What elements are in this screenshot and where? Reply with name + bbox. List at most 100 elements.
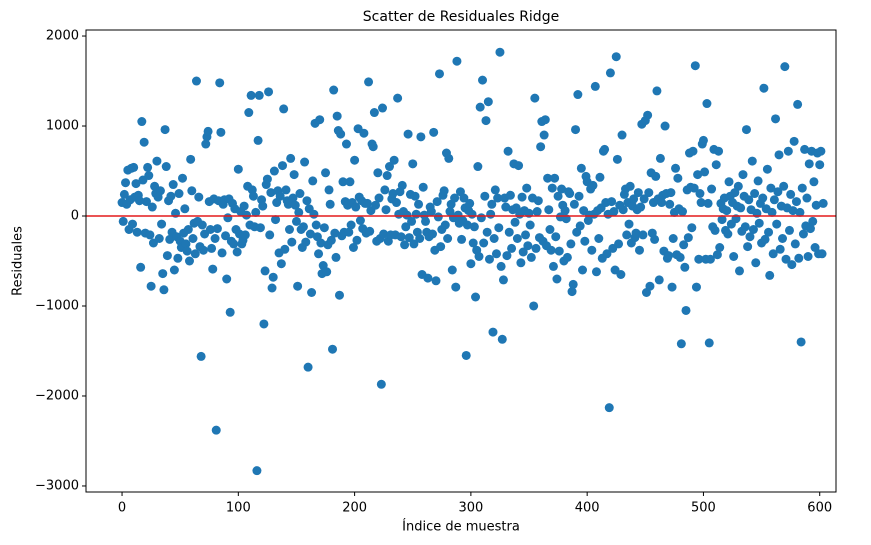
point xyxy=(373,168,383,178)
point xyxy=(305,229,315,239)
point xyxy=(160,125,170,135)
point xyxy=(137,117,147,127)
point xyxy=(533,196,543,206)
point xyxy=(267,283,277,293)
y-tick-label: −2000 xyxy=(35,388,79,403)
point xyxy=(698,135,708,145)
point xyxy=(805,224,815,234)
point xyxy=(587,245,597,255)
point xyxy=(491,249,501,259)
point xyxy=(484,254,494,264)
point xyxy=(622,230,632,240)
point xyxy=(480,191,490,201)
point xyxy=(618,205,628,215)
point xyxy=(280,244,290,254)
point xyxy=(550,173,560,183)
point xyxy=(526,252,536,262)
point xyxy=(562,252,572,262)
point xyxy=(332,111,342,121)
point xyxy=(203,126,213,136)
point xyxy=(381,205,391,215)
point xyxy=(604,403,614,413)
point xyxy=(173,253,183,263)
point xyxy=(811,200,821,210)
point xyxy=(303,362,313,372)
point xyxy=(745,232,755,242)
point xyxy=(131,179,141,189)
point xyxy=(410,191,420,201)
point xyxy=(447,265,457,275)
point xyxy=(666,188,676,198)
point xyxy=(210,234,220,244)
point xyxy=(191,76,201,86)
point xyxy=(264,87,274,97)
point xyxy=(415,234,425,244)
point xyxy=(265,230,275,240)
point xyxy=(710,225,720,235)
point xyxy=(774,150,784,160)
point xyxy=(169,265,179,275)
point xyxy=(315,115,325,125)
point xyxy=(502,251,512,261)
point xyxy=(286,153,296,163)
point xyxy=(689,183,699,193)
point xyxy=(707,184,717,194)
point xyxy=(295,189,305,199)
point xyxy=(154,234,164,244)
point xyxy=(639,194,649,204)
point xyxy=(293,281,303,291)
point xyxy=(733,181,743,191)
point xyxy=(330,228,340,238)
point xyxy=(223,213,233,223)
point xyxy=(691,282,701,292)
point xyxy=(624,219,634,229)
point xyxy=(771,114,781,124)
point xyxy=(536,142,546,152)
point xyxy=(588,180,598,190)
point xyxy=(271,215,281,225)
point xyxy=(553,191,563,201)
point xyxy=(468,238,478,248)
point xyxy=(489,234,499,244)
point xyxy=(690,61,700,71)
point xyxy=(439,186,449,196)
point xyxy=(789,136,799,146)
point xyxy=(694,254,704,264)
point xyxy=(482,227,492,237)
point xyxy=(654,275,664,285)
point xyxy=(503,146,513,156)
point xyxy=(790,239,800,249)
point xyxy=(452,56,462,66)
point xyxy=(328,344,338,354)
point xyxy=(233,164,243,174)
point xyxy=(759,83,769,93)
point xyxy=(289,170,299,180)
point xyxy=(816,146,826,156)
point xyxy=(254,90,264,100)
point xyxy=(544,205,554,215)
point xyxy=(326,235,336,245)
point xyxy=(554,246,564,256)
point xyxy=(408,159,418,169)
point xyxy=(652,86,662,96)
point xyxy=(594,234,604,244)
point xyxy=(590,81,600,91)
point xyxy=(507,243,517,253)
x-axis-label: Índice de muestra xyxy=(402,519,520,535)
point xyxy=(180,204,190,214)
point xyxy=(466,259,476,269)
point xyxy=(753,176,763,186)
point xyxy=(780,62,790,72)
point xyxy=(428,229,438,239)
point xyxy=(510,217,520,227)
point xyxy=(475,102,485,112)
point xyxy=(660,121,670,131)
point xyxy=(144,171,154,181)
point xyxy=(676,339,686,349)
point xyxy=(465,198,475,208)
point xyxy=(374,193,384,203)
x-tick-label: 500 xyxy=(691,501,716,516)
point xyxy=(161,162,171,172)
point xyxy=(205,225,215,235)
point xyxy=(411,209,421,219)
